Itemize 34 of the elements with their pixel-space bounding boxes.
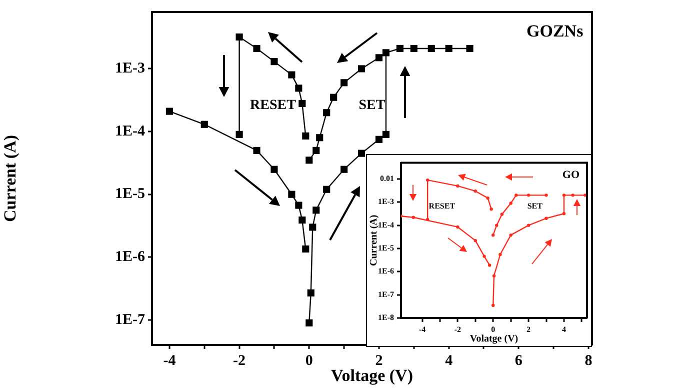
- y-axis-title: Current (A): [368, 214, 380, 266]
- y-tick-label: 1E-7: [115, 312, 146, 328]
- x-tick-label: 8: [584, 352, 592, 369]
- y-tick-label: 1E-8: [378, 313, 394, 322]
- x-axis-title: Voltage (V): [331, 366, 413, 386]
- x-tick-label: 4: [445, 352, 454, 369]
- x-tick-label: 6: [514, 352, 523, 369]
- y-tick-label: 1E-3: [378, 197, 394, 206]
- annotation: SET: [358, 98, 386, 113]
- x-tick-label: -4: [418, 324, 426, 334]
- y-tick-label: 1E-3: [115, 60, 145, 77]
- x-tick-label: 2: [375, 352, 383, 369]
- x-tick-label: 4: [562, 324, 566, 334]
- y-tick-label: 1E-4: [115, 123, 146, 140]
- x-tick-label: 0: [491, 324, 496, 334]
- x-tick-label: 2: [526, 324, 531, 334]
- x-tick-label: -2: [454, 324, 462, 334]
- y-axis-title: Current (A): [0, 134, 20, 222]
- x-tick-label: -4: [163, 352, 176, 369]
- y-tick-label: 1E-4: [378, 220, 394, 230]
- annotation: RESET: [250, 98, 297, 113]
- y-tick-label: 1E-7: [378, 290, 394, 299]
- y-tick-label: 1E-5: [378, 244, 394, 253]
- annotation: SET: [527, 201, 544, 210]
- x-tick-label: -2: [233, 352, 246, 369]
- y-tick-label: 0.01: [380, 174, 394, 184]
- annotation: GOZNs: [526, 21, 584, 40]
- y-tick-label: 1E-6: [378, 266, 394, 276]
- annotation: RESET: [428, 201, 456, 210]
- annotation: GO: [562, 169, 580, 182]
- y-tick-label: 1E-6: [115, 249, 146, 266]
- x-axis-title: Volatge (V): [470, 334, 518, 345]
- y-tick-label: 1E-5: [115, 186, 145, 202]
- x-tick-label: 0: [305, 352, 313, 369]
